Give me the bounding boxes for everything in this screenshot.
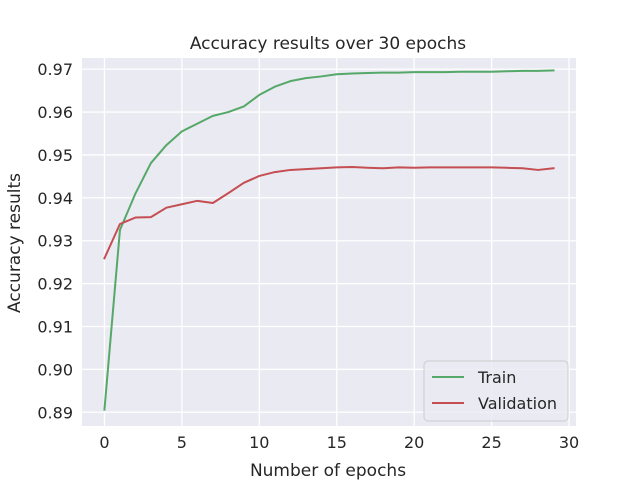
x-tick-label: 5 (177, 433, 187, 452)
y-tick-label: 0.95 (37, 146, 73, 165)
y-tick-label: 0.94 (37, 189, 73, 208)
y-tick-label: 0.93 (37, 232, 73, 251)
x-tick-label: 25 (481, 433, 501, 452)
legend-label-train: Train (477, 368, 516, 387)
y-axis-title: Accuracy results (5, 173, 25, 313)
y-tick-label: 0.90 (37, 360, 73, 379)
legend-label-validation: Validation (478, 394, 557, 413)
y-tick-label: 0.96 (37, 103, 73, 122)
legend: Train Validation (424, 361, 568, 421)
y-tick-label: 0.91 (37, 317, 73, 336)
x-tick-label: 30 (559, 433, 579, 452)
x-tick-label: 0 (99, 433, 109, 452)
x-tick-label: 20 (404, 433, 424, 452)
x-tick-label: 10 (249, 433, 269, 452)
x-axis-title: Number of epochs (250, 461, 406, 480)
y-tick-label: 0.89 (37, 403, 73, 422)
y-tick-label: 0.97 (37, 60, 73, 79)
y-tick-label: 0.92 (37, 275, 73, 294)
chart-title: Accuracy results over 30 epochs (190, 34, 466, 54)
x-tick-label: 15 (327, 433, 347, 452)
